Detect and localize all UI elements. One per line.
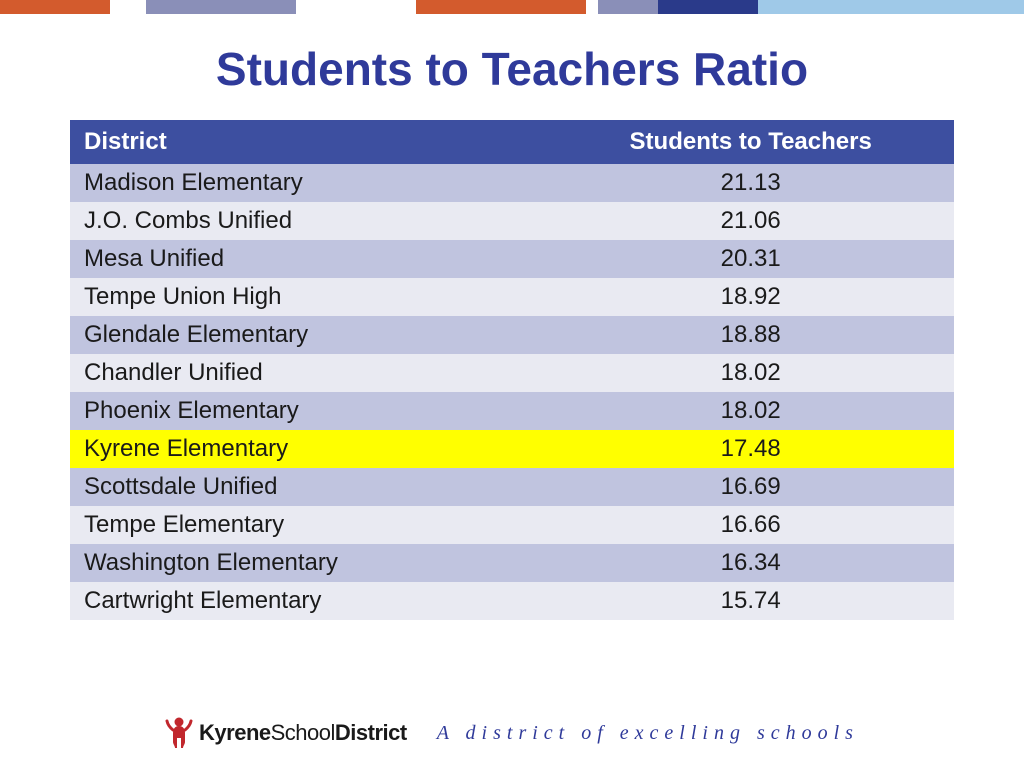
cell-district: Phoenix Elementary xyxy=(70,392,547,430)
top-bar-segment xyxy=(658,0,758,14)
table-row: Washington Elementary16.34 xyxy=(70,544,954,582)
cell-district: Washington Elementary xyxy=(70,544,547,582)
table-row: J.O. Combs Unified21.06 xyxy=(70,202,954,240)
logo-text-thin: School xyxy=(271,720,335,745)
column-header-district: District xyxy=(70,120,547,164)
cell-district: Tempe Elementary xyxy=(70,506,547,544)
table-row: Chandler Unified18.02 xyxy=(70,354,954,392)
logo-text-bold2: District xyxy=(335,720,407,745)
table-row: Cartwright Elementary15.74 xyxy=(70,582,954,620)
cell-district: Glendale Elementary xyxy=(70,316,547,354)
ratio-table-container: DistrictStudents to Teachers Madison Ele… xyxy=(70,120,954,620)
cell-district: Cartwright Elementary xyxy=(70,582,547,620)
table-header-row: DistrictStudents to Teachers xyxy=(70,120,954,164)
cell-ratio: 21.13 xyxy=(547,164,954,202)
tagline: A district of excelling schools xyxy=(437,722,859,745)
top-bar-segment xyxy=(296,0,416,14)
kyrene-logo: KyreneSchoolDistrict xyxy=(165,716,407,750)
cell-district: Mesa Unified xyxy=(70,240,547,278)
top-bar-segment xyxy=(416,0,586,14)
cell-ratio: 16.66 xyxy=(547,506,954,544)
person-icon xyxy=(165,716,193,750)
logo-text: KyreneSchoolDistrict xyxy=(199,720,407,746)
cell-ratio: 15.74 xyxy=(547,582,954,620)
cell-ratio: 18.02 xyxy=(547,354,954,392)
table-row: Kyrene Elementary17.48 xyxy=(70,430,954,468)
table-row: Madison Elementary21.13 xyxy=(70,164,954,202)
cell-district: Kyrene Elementary xyxy=(70,430,547,468)
table-row: Scottsdale Unified16.69 xyxy=(70,468,954,506)
cell-ratio: 21.06 xyxy=(547,202,954,240)
table-row: Tempe Elementary16.66 xyxy=(70,506,954,544)
cell-ratio: 16.34 xyxy=(547,544,954,582)
table-row: Phoenix Elementary18.02 xyxy=(70,392,954,430)
cell-district: Madison Elementary xyxy=(70,164,547,202)
cell-ratio: 17.48 xyxy=(547,430,954,468)
top-bar-segment xyxy=(110,0,146,14)
cell-district: J.O. Combs Unified xyxy=(70,202,547,240)
cell-ratio: 18.02 xyxy=(547,392,954,430)
table-row: Glendale Elementary18.88 xyxy=(70,316,954,354)
page-title: Students to Teachers Ratio xyxy=(0,42,1024,96)
cell-ratio: 18.92 xyxy=(547,278,954,316)
cell-ratio: 16.69 xyxy=(547,468,954,506)
cell-district: Scottsdale Unified xyxy=(70,468,547,506)
top-bar-segment xyxy=(598,0,658,14)
cell-district: Tempe Union High xyxy=(70,278,547,316)
table-row: Tempe Union High18.92 xyxy=(70,278,954,316)
table-body: Madison Elementary21.13J.O. Combs Unifie… xyxy=(70,164,954,620)
column-header-ratio: Students to Teachers xyxy=(547,120,954,164)
top-bar-segment xyxy=(758,0,1024,14)
top-bar-segment xyxy=(586,0,598,14)
top-bar-segment xyxy=(146,0,296,14)
cell-district: Chandler Unified xyxy=(70,354,547,392)
cell-ratio: 18.88 xyxy=(547,316,954,354)
logo-text-bold1: Kyrene xyxy=(199,720,271,745)
ratio-table: DistrictStudents to Teachers Madison Ele… xyxy=(70,120,954,620)
table-row: Mesa Unified20.31 xyxy=(70,240,954,278)
footer: KyreneSchoolDistrict A district of excel… xyxy=(0,716,1024,750)
top-accent-bar xyxy=(0,0,1024,14)
cell-ratio: 20.31 xyxy=(547,240,954,278)
top-bar-segment xyxy=(0,0,110,14)
